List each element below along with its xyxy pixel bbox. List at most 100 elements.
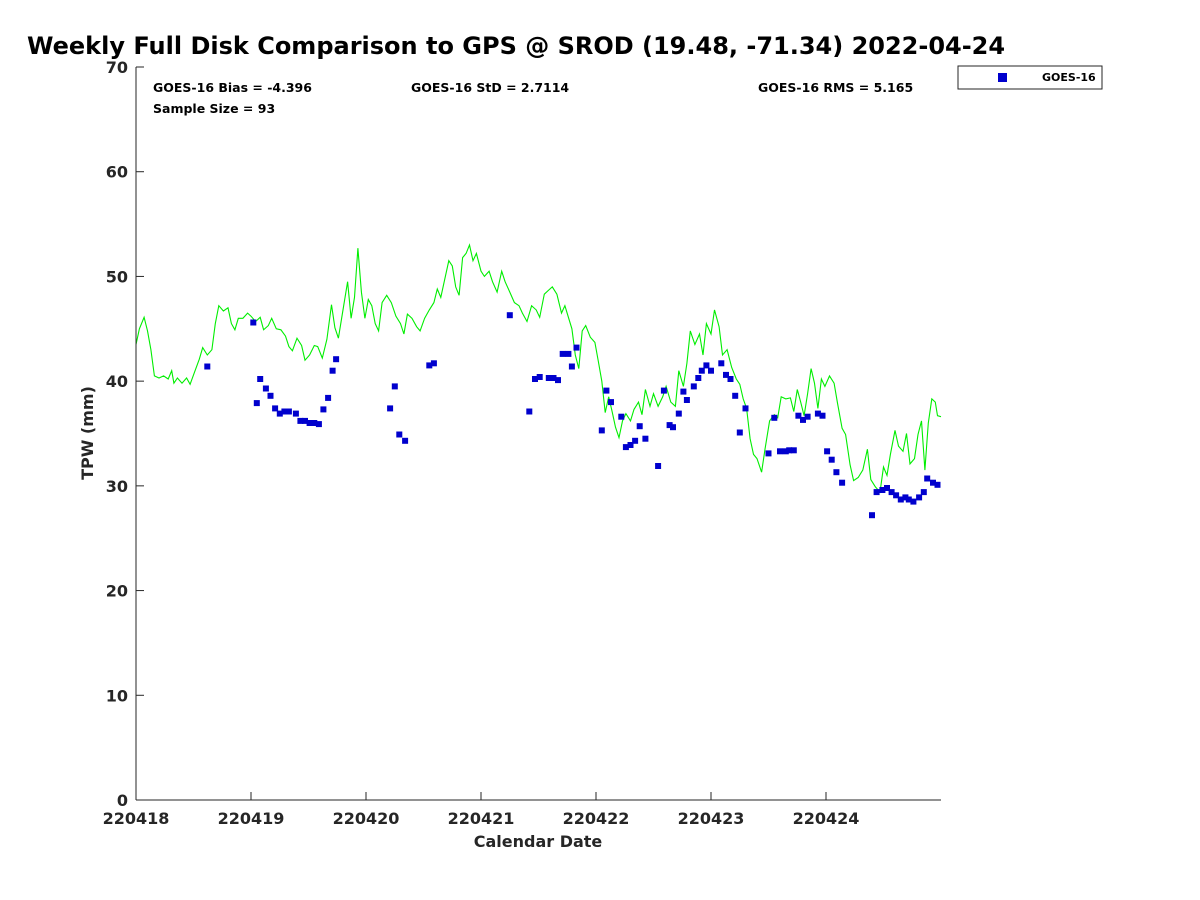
goes-point	[879, 487, 886, 493]
sample-size-stat: Sample Size = 93	[153, 101, 275, 116]
goes-point	[559, 350, 566, 357]
goes-point	[257, 376, 264, 382]
goes-point	[642, 435, 649, 442]
goes-point	[695, 375, 702, 381]
goes-series	[204, 312, 941, 519]
goes-point	[285, 408, 292, 415]
goes-point	[910, 498, 917, 505]
goes-point	[930, 479, 936, 486]
y-tick-label: 30	[106, 477, 128, 496]
goes-point	[302, 417, 308, 424]
goes-point	[920, 489, 927, 496]
goes-point	[934, 481, 941, 488]
legend-box	[957, 65, 1103, 90]
goes-point	[550, 375, 557, 381]
goes-point	[603, 387, 610, 394]
goes-point	[888, 489, 895, 496]
goes-point	[683, 397, 690, 403]
goes-point	[632, 437, 639, 444]
goes-point	[690, 383, 697, 390]
goes-point	[272, 405, 279, 412]
goes-point	[311, 420, 318, 426]
goes-point	[884, 485, 890, 491]
legend-goes-label: GOES-16	[1042, 71, 1096, 84]
goes-point	[325, 394, 332, 401]
x-tick-label: 220422	[563, 809, 630, 828]
goes-point	[598, 427, 605, 434]
plot-area	[136, 67, 941, 800]
goes-point	[608, 399, 614, 406]
x-axis-label: Calendar Date	[474, 832, 603, 851]
goes-point	[718, 360, 725, 367]
goes-point	[839, 479, 846, 486]
bias-stat: GOES-16 Bias = -4.396	[153, 80, 312, 95]
x-tick-label: 220418	[103, 809, 170, 828]
goes-point	[736, 429, 743, 436]
y-tick-label: 60	[106, 163, 128, 182]
goes-point	[666, 422, 673, 429]
y-axis-ticks: 0 10 20 30 40 50 60 70	[106, 58, 144, 810]
goes-point	[873, 489, 880, 496]
goes-point	[532, 376, 538, 382]
gps-series	[135, 243, 942, 494]
goes-point	[833, 469, 840, 476]
goes-point	[727, 376, 734, 382]
goes-point	[828, 456, 835, 463]
goes-point	[536, 374, 543, 380]
y-tick-label: 20	[106, 582, 128, 601]
x-tick-label: 220423	[678, 809, 745, 828]
goes-point	[506, 312, 513, 319]
goes-point	[267, 392, 274, 399]
goes-point	[555, 377, 561, 384]
goes-point	[804, 413, 811, 420]
goes-point	[320, 406, 327, 413]
goes-point	[916, 494, 923, 501]
goes-point	[262, 385, 269, 392]
goes-point	[698, 367, 705, 374]
y-tick-label: 50	[106, 267, 128, 286]
y-axis-label: TPW (mm)	[78, 386, 97, 480]
goes-point	[814, 410, 821, 417]
goes-point	[905, 496, 912, 503]
goes-point	[732, 392, 739, 399]
y-tick-label: 40	[106, 372, 128, 391]
goes-point	[250, 319, 257, 326]
goes-point	[618, 413, 625, 420]
goes-point	[675, 410, 682, 417]
goes-point	[670, 424, 676, 431]
std-stat: GOES-16 StD = 2.7114	[411, 80, 569, 95]
chart-title: Weekly Full Disk Comparison to GPS @ SRO…	[27, 32, 1005, 60]
goes-point	[902, 494, 909, 501]
goes-point	[329, 367, 336, 374]
goes-point	[893, 492, 900, 499]
goes-point	[315, 421, 322, 428]
goes-point	[622, 444, 629, 451]
goes-point	[897, 496, 904, 503]
rms-stat: GOES-16 RMS = 5.165	[758, 80, 913, 95]
goes-point	[306, 420, 313, 426]
legend: GOES-16	[957, 65, 1103, 90]
goes-point	[396, 431, 403, 438]
goes-point	[391, 383, 398, 390]
goes-point	[708, 367, 714, 374]
goes-point	[387, 405, 394, 412]
goes-point	[924, 475, 931, 482]
goes-point	[771, 414, 778, 421]
goes-point	[765, 450, 772, 457]
legend-goes-marker	[998, 73, 1007, 82]
goes-point	[297, 417, 304, 424]
goes-point	[777, 448, 783, 455]
x-tick-label: 220424	[793, 809, 860, 828]
goes-point	[627, 442, 634, 448]
y-tick-label: 0	[117, 791, 128, 810]
goes-point	[703, 362, 710, 369]
gps-line	[135, 243, 942, 494]
x-tick-label: 220421	[448, 809, 515, 828]
goes-point	[795, 412, 802, 419]
y-tick-label: 70	[106, 58, 128, 77]
goes-point	[253, 400, 260, 407]
goes-point	[430, 360, 437, 367]
x-tick-label: 220419	[218, 809, 285, 828]
goes-point	[545, 375, 552, 381]
